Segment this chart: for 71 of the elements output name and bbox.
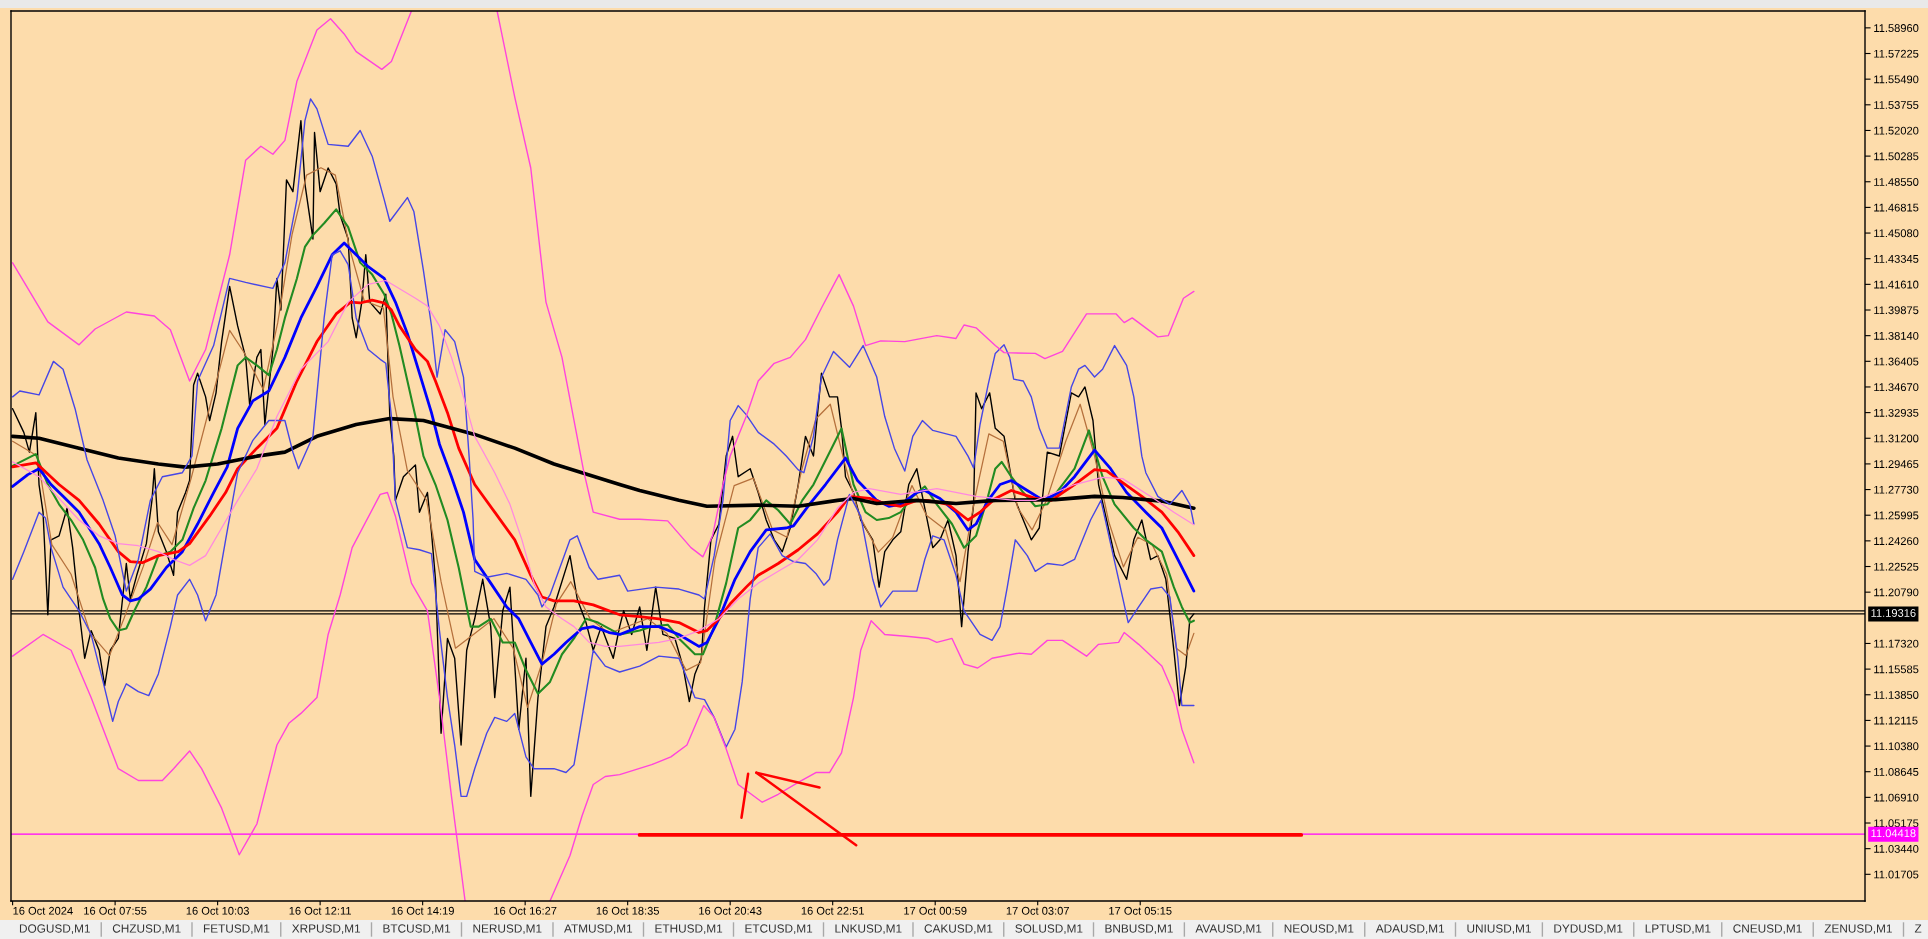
x-tick-label: 16 Oct 14:19 [391,906,454,915]
y-tick-label: 11.38140 [1874,331,1919,340]
text: LNKUSD,M1 [835,924,902,935]
y-tick-label: 11.20790 [1874,588,1919,597]
x-tick-label: 16 Oct 18:35 [596,906,660,915]
text: ZENUSD,M1 [1824,924,1892,935]
y-tick-label: 11.58960 [1874,24,1919,32]
y-tick-label: 11.13850 [1874,691,1919,699]
text: UNIUSD,M1 [1467,924,1531,935]
text: LPTUSD,M1 [1645,924,1711,935]
x-tick-label: 16 Oct 2024 [13,906,73,915]
y-tick-label: 11.01705 [1874,870,1919,879]
y-tick-label: 11.31200 [1874,434,1919,443]
x-tick-label: 17 Oct 00:59 [904,906,967,915]
x-tick-label: 16 Oct 10:03 [186,906,249,915]
y-tick-label: 11.36405 [1874,357,1919,366]
x-tick-label: 16 Oct 12:11 [289,906,351,915]
y-tick-label: 11.55490 [1874,75,1919,84]
y-tick-label: 11.29465 [1874,460,1919,469]
y-tick-label: 11.12115 [1874,716,1918,725]
y-tick-label: 11.43345 [1874,254,1919,263]
text: DYDUSD,M1 [1554,924,1623,935]
y-tick-label: 11.45080 [1874,229,1919,238]
text: ETCUSD,M1 [745,924,813,935]
text: DOGUSD,M1 [19,924,90,935]
y-tick-label: 11.39875 [1874,306,1919,315]
y-tick-label: 11.17320 [1874,639,1919,648]
ref-line-label: 11.19316 [1871,609,1916,617]
x-tick-label: 16 Oct 22:51 [801,906,864,915]
x-tick-label: 16 Oct 16:27 [494,906,557,915]
text: FETUSD,M1 [203,924,270,935]
y-tick-label: 11.08645 [1874,767,1919,776]
text: NERUSD,M1 [473,924,542,935]
y-tick-label: 11.52020 [1874,126,1919,135]
y-tick-label: 11.03440 [1874,844,1919,853]
text: CNEUSD,M1 [1733,924,1802,935]
text: ADAUSD,M1 [1375,924,1445,935]
line-series [11,250,1195,798]
y-tick-label: 11.22525 [1874,562,1919,571]
text: XRPUSD,M1 [292,924,361,935]
x-tick-label: 17 Oct 05:15 [1109,906,1172,915]
y-tick-label: 11.06910 [1874,793,1919,802]
text: CAKUSD,M1 [924,924,993,935]
y-tick-label: 11.05175 [1874,819,1919,828]
text: NEOUSD,M1 [1284,924,1354,935]
y-tick-label: 11.53755 [1874,101,1919,109]
ref-line-label: 11.04418 [1871,829,1916,838]
line-series [11,98,1195,608]
text: BTCUSD,M1 [383,924,451,935]
y-tick-label: 11.46815 [1874,203,1919,212]
y-tick-label: 11.50285 [1874,152,1919,161]
x-tick-label: 16 Oct 07:55 [84,906,147,915]
y-tick-label: 11.15585 [1874,665,1919,674]
text: Z [1914,924,1922,933]
text: AVAUSD,M1 [1195,924,1262,935]
y-tick-label: 11.24260 [1874,537,1919,545]
x-tick-label: 17 Oct 03:07 [1006,906,1069,915]
text: BNBUSD,M1 [1105,924,1173,935]
y-tick-label: 11.48550 [1874,178,1919,186]
text: CHZUSD,M1 [112,924,181,935]
y-tick-label: 11.57225 [1874,49,1919,58]
y-tick-label: 11.10380 [1874,742,1919,751]
text: ATMUSD,M1 [564,924,633,935]
y-tick-label: 11.27730 [1874,485,1919,494]
text: SOLUSD,M1 [1015,924,1083,935]
y-tick-label: 11.32935 [1874,408,1919,417]
x-tick-label: 16 Oct 20:43 [699,906,762,915]
text: ETHUSD,M1 [655,924,723,935]
y-tick-label: 11.41610 [1874,280,1919,289]
y-tick-label: 11.34670 [1874,383,1919,392]
y-tick-label: 11.25995 [1874,511,1919,520]
